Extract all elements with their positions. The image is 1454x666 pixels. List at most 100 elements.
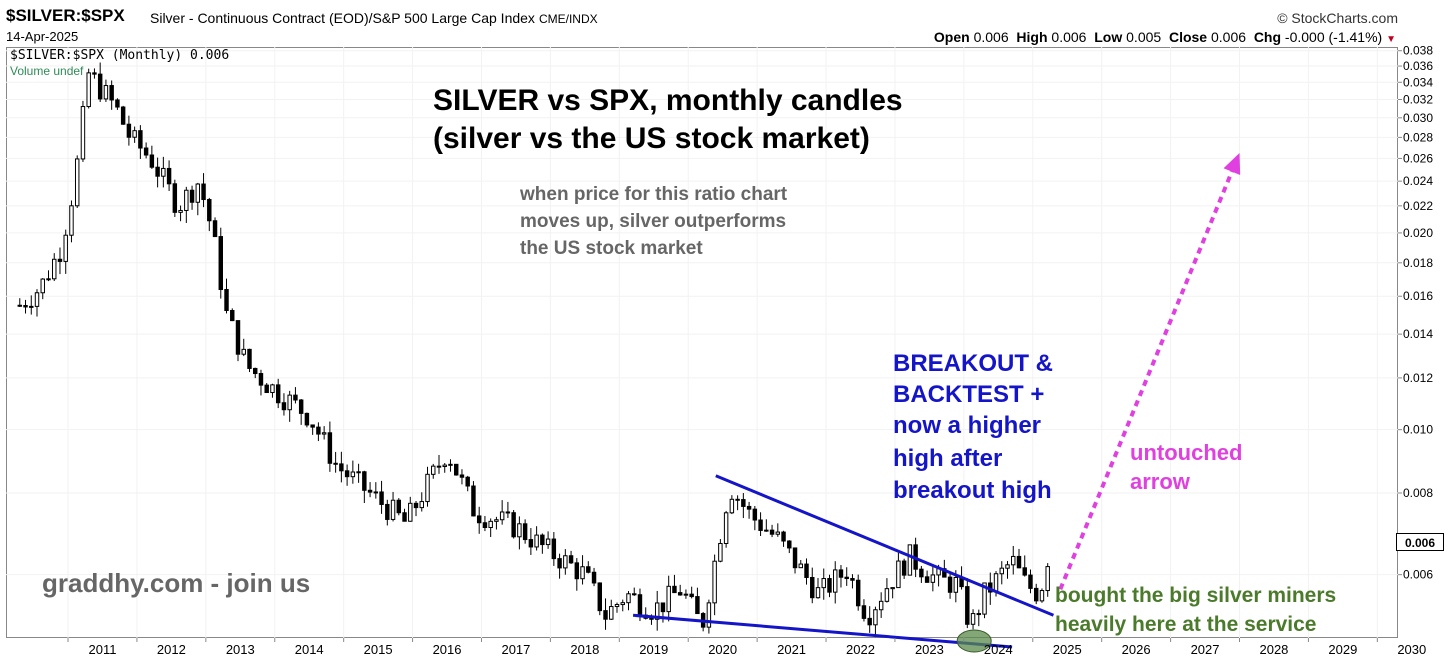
candle-body bbox=[884, 588, 890, 602]
candle-body bbox=[63, 234, 68, 262]
candle-body bbox=[29, 305, 34, 308]
candle-body bbox=[867, 617, 872, 626]
candle-body bbox=[534, 534, 539, 548]
candle-body bbox=[976, 613, 982, 616]
y-tick-label: 0.016 bbox=[1403, 289, 1433, 303]
annotation-title-line2: (silver vs the US stock market) bbox=[433, 122, 870, 155]
candle-body bbox=[52, 258, 57, 280]
candle-body bbox=[787, 540, 792, 549]
candle-body bbox=[666, 585, 671, 613]
candle-body bbox=[184, 189, 189, 211]
candle-body bbox=[677, 592, 683, 596]
candle-body bbox=[947, 576, 953, 593]
candle-body bbox=[798, 563, 803, 569]
candle-body bbox=[838, 569, 844, 578]
x-tick-label: 2014 bbox=[295, 642, 324, 657]
volume-legend: Volume undef bbox=[10, 64, 84, 78]
candle-body bbox=[712, 560, 717, 604]
candle-body bbox=[850, 578, 855, 581]
candle-body bbox=[563, 555, 568, 569]
candle-body bbox=[953, 576, 959, 593]
axis-layer: 0.006 0.008 0.010 0.012 0.014 0.016 0.018 0.020… bbox=[67, 44, 1433, 657]
candle-body bbox=[758, 519, 763, 531]
candle-body bbox=[356, 471, 361, 474]
x-tick-label: 2027 bbox=[1191, 642, 1220, 657]
x-tick-label: 2018 bbox=[570, 642, 599, 657]
annotation-note-line2: moves up, silver outperforms bbox=[520, 211, 787, 232]
y-tick-label: 0.014 bbox=[1403, 327, 1433, 341]
candle-body bbox=[149, 154, 155, 168]
chart-description: Silver - Continuous Contract (EOD)/S&P 5… bbox=[150, 10, 598, 26]
candle-body bbox=[637, 594, 643, 616]
candle-body bbox=[178, 209, 183, 213]
chg-label: Chg bbox=[1253, 29, 1282, 45]
candle-body bbox=[264, 384, 269, 394]
candle-body bbox=[419, 501, 424, 509]
candle-body bbox=[92, 72, 97, 75]
candle-body bbox=[907, 544, 913, 576]
candle-body bbox=[74, 158, 80, 207]
y-tick-label: 0.008 bbox=[1403, 486, 1433, 500]
candle-body bbox=[333, 462, 338, 465]
candle-body bbox=[924, 576, 930, 583]
close-label: Close bbox=[1168, 29, 1208, 45]
candle-body bbox=[861, 605, 867, 619]
candle-body bbox=[270, 384, 275, 394]
candle-body bbox=[235, 320, 241, 355]
candle-body bbox=[580, 566, 585, 580]
y-tick-label: 0.010 bbox=[1403, 423, 1433, 437]
last-value-badge: 0.006 bbox=[1396, 533, 1444, 551]
candle-body bbox=[695, 596, 700, 615]
candle-body bbox=[614, 604, 620, 608]
candle-body bbox=[402, 512, 407, 522]
x-tick-label: 2012 bbox=[157, 642, 186, 657]
x-tick-label: 2024 bbox=[984, 642, 1013, 657]
annotation-title-line1: SILVER vs SPX, monthly candles bbox=[433, 84, 903, 117]
x-tick-label: 2028 bbox=[1259, 642, 1288, 657]
candle-body bbox=[626, 593, 631, 604]
candle-body bbox=[207, 199, 212, 222]
candle-body bbox=[258, 373, 264, 386]
candle-body bbox=[810, 576, 815, 599]
candle-body bbox=[367, 489, 373, 493]
x-tick-label: 2025 bbox=[1053, 642, 1082, 657]
x-tick-label: 2011 bbox=[88, 642, 116, 657]
candle-body bbox=[298, 399, 304, 414]
brand-label: © StockCharts.com bbox=[1277, 10, 1398, 26]
y-tick-label: 0.012 bbox=[1403, 371, 1433, 385]
candle-body bbox=[901, 560, 907, 576]
candle-body bbox=[878, 600, 884, 611]
y-tick-label: 0.032 bbox=[1403, 92, 1433, 106]
candle-body bbox=[80, 106, 86, 160]
candle-body bbox=[528, 539, 534, 548]
candle-body bbox=[723, 512, 729, 544]
x-tick-label: 2021 bbox=[777, 642, 806, 657]
annotation-bought-line1: bought the big silver miners bbox=[1055, 584, 1337, 607]
x-tick-label: 2029 bbox=[1328, 642, 1357, 657]
candle-body bbox=[517, 523, 522, 538]
candle-body bbox=[57, 258, 63, 262]
candle-body bbox=[155, 166, 160, 177]
candle-body bbox=[844, 576, 849, 580]
low-label: Low bbox=[1094, 29, 1123, 45]
description-text: Silver - Continuous Contract (EOD)/S&P 5… bbox=[150, 10, 535, 26]
candle-body bbox=[396, 499, 402, 514]
candle-body bbox=[752, 508, 758, 521]
candle-body bbox=[465, 476, 470, 487]
candle-body bbox=[993, 573, 999, 593]
x-tick-label: 2019 bbox=[639, 642, 668, 657]
candle-body bbox=[609, 606, 614, 620]
high-label: High bbox=[1016, 29, 1048, 45]
candle-body bbox=[431, 465, 436, 475]
candle-body bbox=[557, 558, 562, 569]
candle-body bbox=[413, 502, 419, 509]
candle-body bbox=[488, 520, 493, 529]
candle-body bbox=[603, 610, 608, 620]
candle-body bbox=[339, 463, 344, 472]
candle-body bbox=[597, 582, 603, 612]
candle-body bbox=[1028, 574, 1033, 589]
high-value: 0.006 bbox=[1051, 29, 1087, 45]
down-arrow-icon: ▼ bbox=[1386, 34, 1396, 45]
x-tick-label: 2026 bbox=[1122, 642, 1151, 657]
low-value: 0.005 bbox=[1126, 29, 1162, 45]
